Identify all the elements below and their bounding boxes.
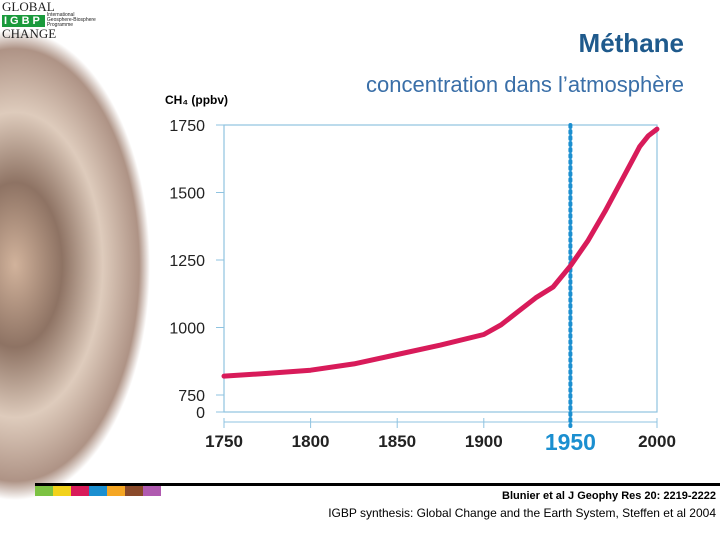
x-tick-label: 1950 bbox=[545, 429, 596, 455]
y-tick-label: 0 bbox=[196, 405, 205, 422]
slide-subtitle: concentration dans l’atmosphère bbox=[366, 72, 684, 97]
logo-text: CHANGE bbox=[2, 26, 57, 41]
slide-title: Méthane bbox=[578, 28, 684, 58]
y-tick-label: 1500 bbox=[169, 186, 205, 203]
x-tick-label: 1750 bbox=[205, 432, 243, 451]
y-tick-label: 1750 bbox=[169, 118, 205, 135]
plot-frame bbox=[223, 124, 658, 413]
reference-blunier: Blunier et al J Geophy Res 20: 2219-2222 bbox=[502, 490, 716, 502]
y-axis-label: CH₄ (ppbv) bbox=[165, 93, 228, 107]
logo-sub: Programme bbox=[46, 22, 74, 28]
logo-igbp: IGBP bbox=[2, 14, 45, 27]
logo-sub: International bbox=[46, 12, 75, 18]
footer-divider bbox=[35, 483, 720, 486]
color-strip bbox=[35, 486, 161, 496]
logo-sub: Geosphere-Biosphere bbox=[46, 17, 96, 23]
y-tick-label: 1250 bbox=[169, 253, 205, 270]
x-tick-label: 2000 bbox=[638, 432, 676, 451]
crowd-photo bbox=[0, 30, 150, 500]
y-tick-label: 750 bbox=[178, 388, 205, 405]
reference-igbp: IGBP synthesis: Global Change and the Ea… bbox=[328, 506, 716, 520]
igbp-logo: GLOBAL IGBP International Geosphere-Biosp… bbox=[2, 0, 96, 41]
series-line-ch4 bbox=[221, 126, 660, 379]
x-tick-label: 1800 bbox=[292, 432, 330, 451]
logo-text: GLOBAL bbox=[2, 0, 55, 14]
y-tick-label: 1000 bbox=[169, 321, 205, 338]
x-tick-label: 1900 bbox=[465, 432, 503, 451]
x-tick-label: 1850 bbox=[378, 432, 416, 451]
